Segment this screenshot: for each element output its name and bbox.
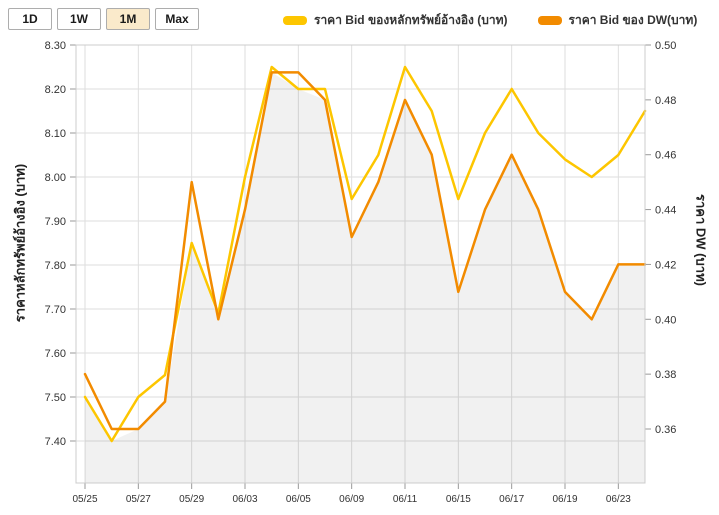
axis-tick-label: 8.20: [45, 84, 66, 96]
legend-label: ราคา Bid ของหลักทรัพย์อ้างอิง (บาท): [314, 13, 508, 27]
axis-tick-label: 06/23: [606, 494, 631, 505]
axis-tick-label: 7.80: [45, 260, 66, 272]
legend-label: ราคา Bid ของ DW(บาท): [568, 13, 698, 27]
axis-tick-label: 8.00: [45, 172, 66, 184]
axis-tick-label: 0.36: [655, 424, 676, 436]
axis-tick-label: 06/19: [552, 494, 577, 505]
range-button-1m[interactable]: 1M: [106, 8, 150, 30]
axes: 8.30 8.20 8.10 8.00 7.90 7.80 7.70 7.60 7.50 7.40…: [45, 40, 677, 505]
axis-tick-label: 0.44: [655, 205, 676, 217]
axis-tick-label: 06/15: [446, 494, 471, 505]
legend-item-dw[interactable]: ราคา Bid ของ DW(บาท): [537, 11, 698, 30]
axis-tick-label: 7.50: [45, 392, 66, 404]
series-line-dw: [83, 71, 647, 431]
axis-tick-label: 0.42: [655, 259, 676, 271]
axis-tick-label: 0.48: [655, 95, 676, 107]
axis-tick-label: 0.50: [655, 40, 676, 52]
series-line-underlying: [83, 65, 647, 443]
axis-tick-label: 8.30: [45, 40, 66, 52]
underlying-series-swatch-icon: [283, 16, 307, 25]
axis-tick-label: 06/11: [393, 494, 418, 505]
axis-tick-label: 0.46: [655, 150, 676, 162]
range-button-1d[interactable]: 1D: [8, 8, 52, 30]
axis-tick-label: 7.60: [45, 348, 66, 360]
axis-tick-label: 8.10: [45, 128, 66, 140]
axis-tick-label: 05/25: [72, 494, 97, 505]
area-fill: [85, 72, 645, 484]
axis-tick-label: 7.40: [45, 436, 66, 448]
range-button-max[interactable]: Max: [155, 8, 199, 30]
legend-item-underlying[interactable]: ราคา Bid ของหลักทรัพย์อ้างอิง (บาท): [283, 11, 508, 30]
axis-tick-label: 06/17: [499, 494, 524, 505]
axis-tick-label: 7.90: [45, 216, 66, 228]
chart-legend: ราคา Bid ของหลักทรัพย์อ้างอิง (บาท) ราคา…: [283, 11, 697, 30]
axis-tick-label: 06/03: [232, 494, 257, 505]
dw-series-swatch-icon: [537, 16, 562, 25]
axis-tick-label: 0.38: [655, 369, 676, 381]
axis-tick-label: 06/09: [339, 494, 364, 505]
range-button-1w[interactable]: 1W: [57, 8, 101, 30]
range-selector: 1D 1W 1M Max: [8, 8, 199, 30]
axis-tick-label: 06/05: [286, 494, 311, 505]
axis-tick-label: 7.70: [45, 304, 66, 316]
axis-tick-label: 05/27: [126, 494, 151, 505]
axis-tick-label: 0.40: [655, 314, 676, 326]
axis-tick-label: 05/29: [179, 494, 204, 505]
series-lines: [83, 65, 647, 443]
